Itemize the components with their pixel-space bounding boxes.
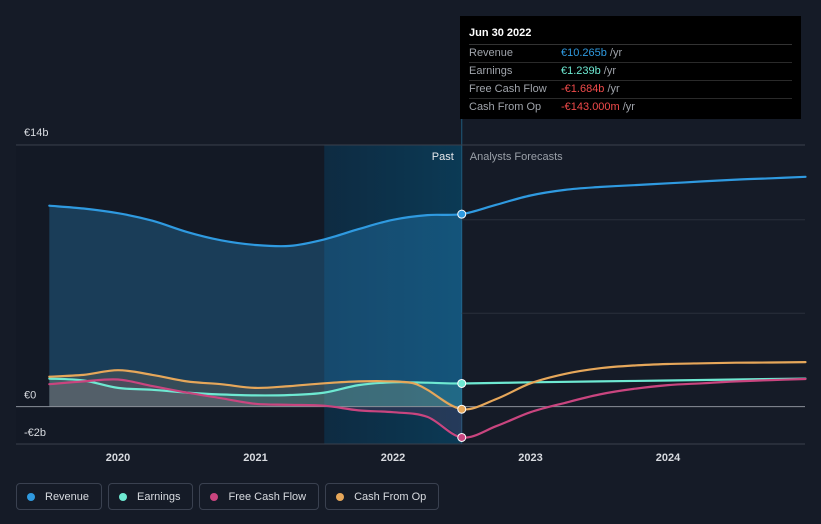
forecast-label: Analysts Forecasts bbox=[470, 151, 563, 163]
tooltip-row-revenue: Revenue €10.265b /yr bbox=[469, 45, 792, 63]
series-area-free-cash-flow bbox=[49, 379, 462, 438]
tooltip-label: Cash From Op bbox=[469, 101, 542, 113]
series-line-cash-from-op bbox=[48, 361, 807, 411]
tooltip-value: -€1.684b bbox=[561, 83, 605, 95]
legend-item-free-cash-flow[interactable]: Free Cash Flow bbox=[199, 483, 320, 510]
x-tick-label: 2022 bbox=[381, 452, 405, 464]
tooltip-value: €10.265b bbox=[561, 47, 607, 59]
y-tick-label: €0 bbox=[24, 390, 36, 402]
legend-item-cash-from-op[interactable]: Cash From Op bbox=[325, 483, 440, 510]
legend-dot-icon bbox=[27, 492, 35, 501]
series-area-cash-from-op bbox=[49, 370, 462, 410]
legend: Revenue Earnings Free Cash Flow Cash Fro… bbox=[16, 483, 440, 510]
marker-earnings bbox=[457, 378, 467, 388]
legend-label: Cash From Op bbox=[354, 490, 427, 503]
tooltip-value: €1.239b bbox=[561, 65, 601, 77]
legend-dot-icon bbox=[210, 492, 219, 501]
x-tick-label: 2021 bbox=[243, 452, 267, 464]
tooltip-value: -€143.000m bbox=[561, 101, 620, 113]
past-label: Past bbox=[432, 151, 454, 163]
tooltip-row-cfo: Cash From Op -€143.000m /yr bbox=[469, 99, 792, 116]
y-tick-label: €14b bbox=[24, 127, 48, 139]
tooltip-unit: /yr bbox=[622, 101, 635, 113]
tooltip-unit: /yr bbox=[603, 65, 616, 77]
legend-item-revenue[interactable]: Revenue bbox=[16, 483, 103, 510]
x-tick-label: 2020 bbox=[106, 452, 130, 464]
legend-dot-icon bbox=[119, 492, 128, 501]
series-line-free-cash-flow bbox=[48, 377, 807, 439]
legend-label: Revenue bbox=[45, 490, 90, 503]
marker-revenue bbox=[457, 209, 467, 219]
y-tick-label: -€2b bbox=[24, 427, 46, 439]
highlight-band bbox=[324, 145, 462, 444]
tooltip-row-earnings: Earnings €1.239b /yr bbox=[469, 63, 792, 81]
series-line-revenue bbox=[48, 175, 807, 248]
legend-item-earnings[interactable]: Earnings bbox=[108, 483, 194, 510]
tooltip-unit: /yr bbox=[607, 83, 620, 95]
series-line-earnings bbox=[48, 377, 807, 397]
series-area-revenue bbox=[49, 205, 462, 407]
legend-label: Earnings bbox=[137, 490, 181, 503]
tooltip-unit: /yr bbox=[609, 47, 623, 59]
marker-free-cash-flow bbox=[457, 432, 467, 442]
legend-dot-icon bbox=[336, 492, 345, 501]
x-tick-label: 2024 bbox=[656, 452, 681, 464]
tooltip-label: Revenue bbox=[469, 47, 514, 59]
legend-label: Free Cash Flow bbox=[228, 490, 307, 503]
marker-cash-from-op bbox=[457, 404, 467, 414]
tooltip-label: Earnings bbox=[469, 65, 513, 77]
tooltip-label: Free Cash Flow bbox=[469, 83, 547, 95]
x-tick-label: 2023 bbox=[518, 452, 542, 464]
tooltip-date: Jun 30 2022 bbox=[469, 26, 792, 45]
tooltip-row-fcf: Free Cash Flow -€1.684b /yr bbox=[469, 81, 792, 99]
tooltip: Jun 30 2022 Revenue €10.265b /yr Earning… bbox=[460, 16, 801, 119]
